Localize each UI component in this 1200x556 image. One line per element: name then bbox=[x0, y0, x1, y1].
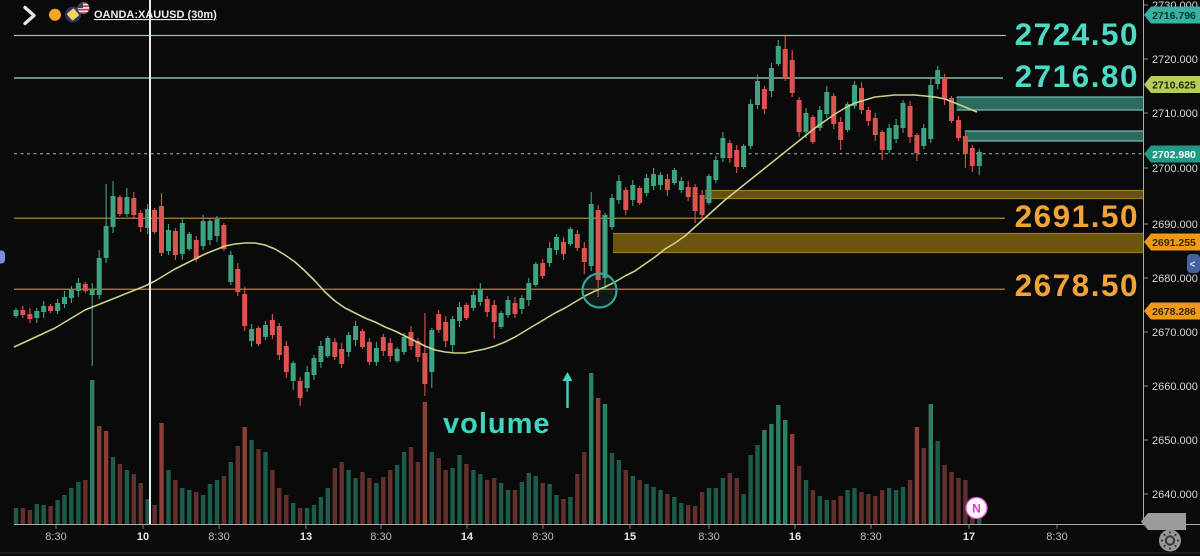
svg-text:15: 15 bbox=[624, 531, 636, 543]
svg-text:2650.000: 2650.000 bbox=[1152, 435, 1198, 447]
svg-text:2691.255: 2691.255 bbox=[1152, 237, 1196, 249]
svg-text:OANDA:XAUUSD (30m): OANDA:XAUUSD (30m) bbox=[94, 9, 217, 21]
svg-text:2716.796: 2716.796 bbox=[1152, 10, 1196, 22]
svg-text:N: N bbox=[972, 502, 981, 516]
svg-text:2678.286: 2678.286 bbox=[1152, 306, 1196, 318]
svg-text:2710.000: 2710.000 bbox=[1152, 108, 1198, 120]
svg-text:2690.000: 2690.000 bbox=[1152, 219, 1198, 231]
svg-text:8:30: 8:30 bbox=[532, 531, 553, 543]
svg-text:2670.000: 2670.000 bbox=[1152, 327, 1198, 339]
svg-text:8:30: 8:30 bbox=[45, 531, 66, 543]
svg-text:2691.50: 2691.50 bbox=[1015, 198, 1139, 234]
svg-text:8:30: 8:30 bbox=[1046, 531, 1067, 543]
svg-text:2660.000: 2660.000 bbox=[1152, 381, 1198, 393]
svg-text:2720.000: 2720.000 bbox=[1152, 54, 1198, 66]
svg-text:13: 13 bbox=[300, 531, 312, 543]
svg-text:volume: volume bbox=[443, 408, 551, 440]
svg-text:8:30: 8:30 bbox=[208, 531, 229, 543]
svg-text:2710.625: 2710.625 bbox=[1152, 79, 1196, 91]
svg-text:<: < bbox=[1190, 260, 1196, 271]
svg-text:16: 16 bbox=[789, 531, 801, 543]
svg-text:2678.50: 2678.50 bbox=[1015, 267, 1139, 303]
svg-text:2680.000: 2680.000 bbox=[1152, 273, 1198, 285]
svg-text:2640.000: 2640.000 bbox=[1152, 489, 1198, 501]
svg-text:2730.000: 2730.000 bbox=[1152, 0, 1198, 12]
svg-text:10: 10 bbox=[137, 531, 149, 543]
svg-text:2724.50: 2724.50 bbox=[1015, 16, 1139, 52]
svg-text:2716.80: 2716.80 bbox=[1015, 58, 1139, 94]
svg-text:8:30: 8:30 bbox=[860, 531, 881, 543]
svg-text:8:30: 8:30 bbox=[698, 531, 719, 543]
svg-text:14: 14 bbox=[461, 531, 474, 543]
svg-text:17: 17 bbox=[963, 531, 975, 543]
svg-text:2700.000: 2700.000 bbox=[1152, 163, 1198, 175]
svg-text:8:30: 8:30 bbox=[370, 531, 391, 543]
svg-text:2702.980: 2702.980 bbox=[1152, 149, 1196, 161]
